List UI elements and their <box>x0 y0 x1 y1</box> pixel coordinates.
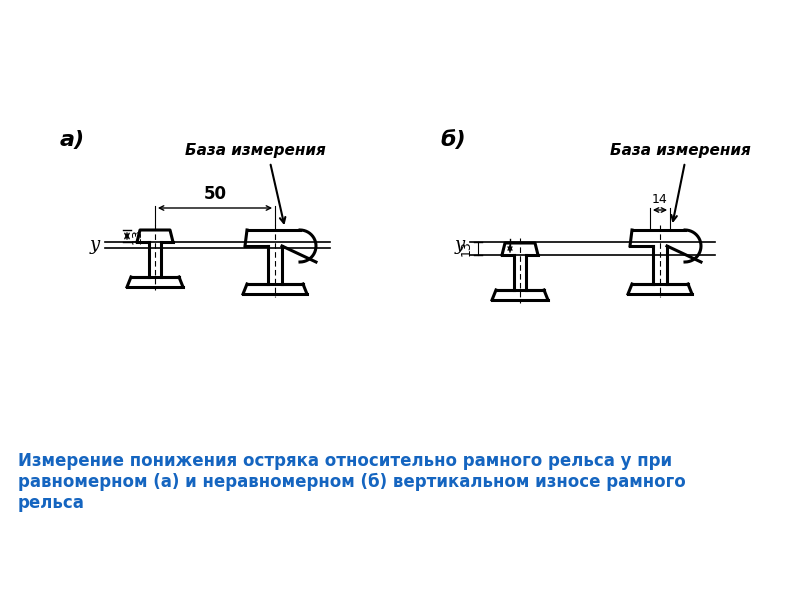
Text: Измерение понижения остряка относительно рамного рельса у при
равномерном (а) и : Измерение понижения остряка относительно… <box>18 452 686 512</box>
Text: 13: 13 <box>460 241 473 256</box>
Text: 50: 50 <box>203 185 226 203</box>
Text: 13: 13 <box>131 228 144 244</box>
Text: База измерения: База измерения <box>610 142 750 157</box>
Text: База измерения: База измерения <box>185 142 326 157</box>
Text: 14: 14 <box>652 193 668 206</box>
Text: а): а) <box>60 130 85 150</box>
Text: б): б) <box>440 130 466 150</box>
Text: у: у <box>90 236 100 254</box>
Text: у: у <box>454 236 465 254</box>
